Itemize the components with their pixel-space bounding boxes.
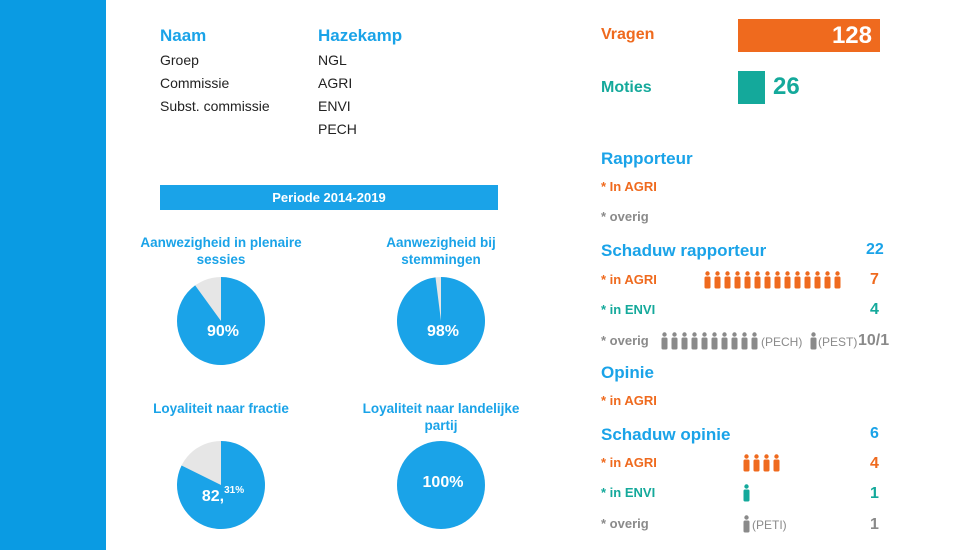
info-label-commissie: Commissie: [160, 75, 230, 91]
schaduw-rapporteur-agri-value: 7: [870, 271, 879, 288]
schaduw-rapporteur-envi-value: 4: [870, 301, 879, 318]
pie-slice-value: [177, 277, 265, 365]
pech-note: (PECH): [761, 335, 803, 349]
person-icon: [711, 332, 718, 350]
pie-slice-value: [177, 441, 265, 529]
person-icon: [741, 332, 748, 350]
person-icon: [714, 271, 721, 289]
person-icon: [691, 332, 698, 350]
person-icon: [734, 271, 741, 289]
person-icon: [764, 271, 771, 289]
schaduw-opinie-overig: * overig: [601, 516, 649, 531]
person-icon: [704, 271, 711, 289]
moties-bar: [738, 71, 765, 104]
person-icon: [724, 271, 731, 289]
pie-label-plenaire: 90%: [206, 323, 240, 340]
pest-note: (PEST): [818, 335, 858, 349]
person-icon: [731, 332, 738, 350]
info-value-commissie: AGRI: [318, 75, 353, 91]
person-icon: [834, 271, 841, 289]
pie-chart-fractie: [177, 441, 265, 529]
person-icon: [784, 271, 791, 289]
person-icon: [814, 271, 821, 289]
pie-title-plenaire: Aanwezigheid in plenaire sessies: [140, 235, 302, 267]
moties-value: 26: [773, 73, 800, 100]
pie-label-fractie-main: 82,: [201, 488, 225, 505]
schaduw-rapporteur-agri-figures: [703, 271, 843, 289]
pie-label-landelijke: 100%: [422, 474, 464, 491]
pie-chart-landelijke: [397, 441, 485, 529]
opinie-in-agri: * in AGRI: [601, 393, 657, 408]
person-icon: [671, 332, 678, 350]
pie-label-fractie-decimal: 31%: [224, 485, 245, 496]
schaduw-opinie-in-envi: * in ENVI: [601, 485, 656, 500]
person-icon: [681, 332, 688, 350]
person-icon: [721, 332, 728, 350]
info-value-subst-commissie: ENVI: [318, 98, 351, 114]
person-icon: [763, 454, 770, 472]
person-icon: [743, 454, 750, 472]
info-label-subst-commissie: Subst. commissie: [160, 98, 270, 114]
info-value-groep: NGL: [318, 52, 347, 68]
schaduw-opinie-in-agri: * in AGRI: [601, 455, 657, 470]
pie-slice-value: [397, 441, 485, 529]
name-key-header: Naam: [160, 26, 207, 45]
schaduw-rapporteur-total: 22: [866, 241, 884, 258]
schaduw-opinie-title: Schaduw opinie: [601, 425, 731, 444]
schaduw-opinie-envi-figures: [742, 484, 752, 502]
schaduw-opinie-overig-value: 1: [870, 516, 879, 533]
pie-label-stemmingen: 98%: [426, 323, 460, 340]
peti-note: (PETI): [752, 518, 787, 532]
person-icon: [774, 271, 781, 289]
info-label-groep: Groep: [160, 52, 199, 68]
period-banner: Periode 2014-2019: [160, 185, 498, 210]
sidebar-band: [0, 0, 106, 550]
schaduw-opinie-envi-value: 1: [870, 485, 879, 502]
rapporteur-in-agri: * In AGRI: [601, 179, 657, 194]
pie-title-landelijke: Loyaliteit naar landelijke partij: [362, 401, 520, 433]
schaduw-opinie-overig-figures: [742, 515, 752, 533]
rapporteur-title: Rapporteur: [601, 149, 693, 168]
vragen-value: 128: [831, 22, 872, 49]
schaduw-rapporteur-in-agri: * in AGRI: [601, 272, 657, 287]
schaduw-opinie-agri-figures: [742, 454, 782, 472]
person-icon: [743, 515, 750, 533]
schaduw-opinie-total: 6: [870, 425, 879, 442]
pie-title-fractie: Loyaliteit naar fractie: [153, 401, 289, 416]
opinie-title: Opinie: [601, 363, 654, 382]
name-value-header: Hazekamp: [318, 26, 403, 45]
pie-slice-value: [397, 277, 485, 365]
person-icon: [804, 271, 811, 289]
pie-title-stemmingen: Aanwezigheid bij stemmingen: [386, 235, 496, 267]
schaduw-rapporteur-overig: * overig: [601, 333, 649, 348]
info-value-extra: PECH: [318, 121, 357, 137]
schaduw-rapporteur-overig-value: 10/1: [858, 332, 890, 349]
vragen-label: Vragen: [601, 26, 655, 43]
schaduw-rapporteur-title: Schaduw rapporteur: [601, 241, 767, 260]
schaduw-opinie-agri-value: 4: [870, 455, 879, 472]
person-icon: [810, 332, 817, 350]
moties-label: Moties: [601, 79, 652, 96]
person-icon: [754, 271, 761, 289]
person-icon: [751, 332, 758, 350]
person-icon: [701, 332, 708, 350]
person-icon: [794, 271, 801, 289]
pie-chart-stemmingen: [397, 277, 485, 365]
person-icon: [744, 271, 751, 289]
schaduw-rapporteur-overig-figures: [660, 332, 760, 350]
schaduw-rapporteur-in-envi: * in ENVI: [601, 302, 656, 317]
person-icon: [661, 332, 668, 350]
pie-label-fractie: 82,31%: [173, 485, 273, 506]
rapporteur-overig: * overig: [601, 209, 649, 224]
person-icon: [824, 271, 831, 289]
vragen-bar: 128: [738, 19, 880, 52]
person-icon: [773, 454, 780, 472]
person-icon: [743, 484, 750, 502]
pie-chart-plenaire: [177, 277, 265, 365]
person-icon: [753, 454, 760, 472]
